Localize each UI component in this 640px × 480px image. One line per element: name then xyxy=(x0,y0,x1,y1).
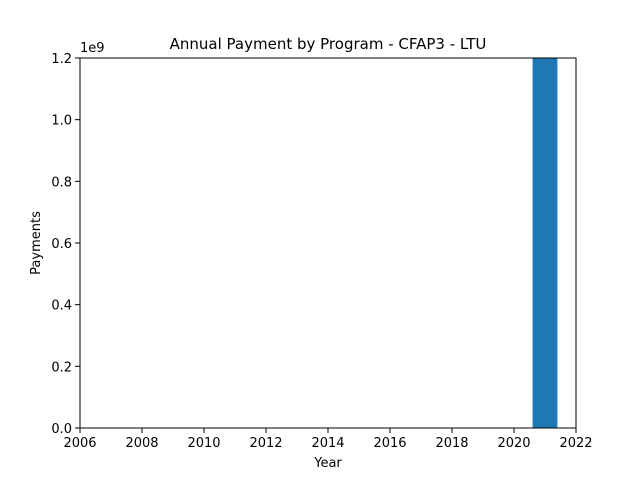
x-tick-label: 2022 xyxy=(559,436,592,451)
x-axis: 2006 2008 2010 2012 2014 2016 2018 2020 2022 xyxy=(63,428,593,451)
plot-frame xyxy=(79,57,577,429)
y-axis-title: Payments xyxy=(29,211,44,275)
y-tick-label: 1.2 xyxy=(51,52,72,67)
y-tick-label: 0.6 xyxy=(51,237,72,252)
y-tick-label: 0.4 xyxy=(51,299,72,314)
y-tick-label: 0.0 xyxy=(51,422,72,437)
y-tick-label: 0.2 xyxy=(51,360,72,375)
x-tick-label: 2016 xyxy=(373,436,406,451)
y-tick-label: 0.8 xyxy=(51,175,72,190)
bar-2021 xyxy=(532,58,558,428)
y-axis-offset-text: 1e9 xyxy=(80,41,105,56)
y-tick-label: 1.0 xyxy=(51,114,72,129)
chart-title: Annual Payment by Program - CFAP3 - LTU xyxy=(170,35,487,53)
bars-layer xyxy=(532,58,558,428)
x-tick-label: 2012 xyxy=(249,436,282,451)
x-tick-label: 2014 xyxy=(311,436,344,451)
x-axis-title: Year xyxy=(313,456,342,471)
x-tick-label: 2018 xyxy=(435,436,468,451)
x-tick-label: 2010 xyxy=(187,436,220,451)
x-tick-label: 2008 xyxy=(125,436,158,451)
x-tick-label: 2020 xyxy=(497,436,530,451)
x-tick-label: 2006 xyxy=(63,436,96,451)
y-axis: 0.0 0.2 0.4 0.6 0.8 1.0 1.2 xyxy=(51,52,80,437)
